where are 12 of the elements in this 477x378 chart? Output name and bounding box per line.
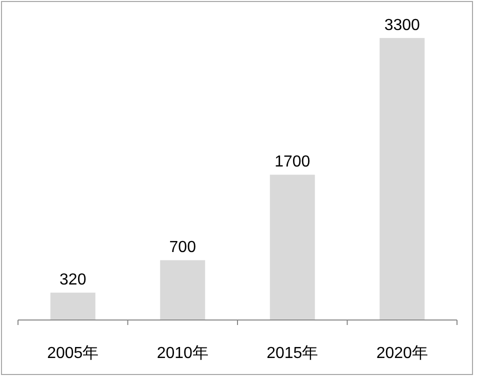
data-label: 3300 — [384, 17, 420, 34]
x-tick-label: 2010年 — [156, 345, 208, 362]
bar — [380, 38, 425, 320]
data-label: 700 — [169, 239, 196, 256]
x-tick-label: 2005年 — [47, 345, 99, 362]
data-label: 320 — [60, 272, 86, 289]
bar — [270, 174, 315, 320]
bar — [160, 260, 206, 320]
x-tick-label: 2015年 — [266, 345, 318, 362]
bar — [50, 292, 96, 320]
data-label: 1700 — [274, 154, 310, 171]
x-tick-label: 2020年 — [376, 345, 428, 362]
